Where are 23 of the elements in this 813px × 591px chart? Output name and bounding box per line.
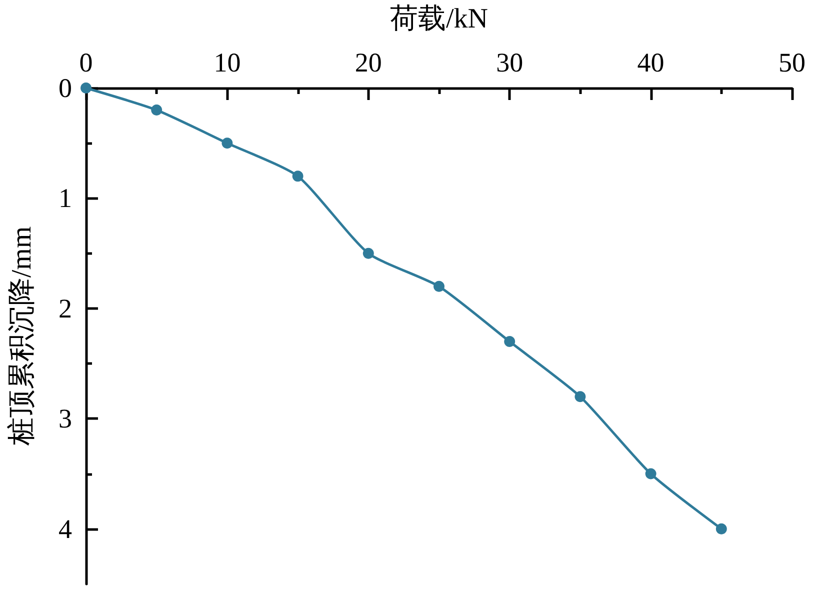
point — [574, 391, 586, 402]
x-tick-label: 30 — [496, 48, 524, 78]
x-axis-title: 荷载/kN — [390, 4, 488, 34]
point — [645, 468, 656, 480]
point — [80, 82, 92, 94]
x-tick-label: 50 — [778, 48, 806, 78]
y-tick-label: 3 — [58, 404, 72, 434]
x-tick-label: 40 — [637, 48, 664, 78]
point — [151, 104, 162, 116]
point — [362, 248, 374, 259]
y-tick-label: 0 — [58, 73, 72, 103]
x-tick-label: 10 — [214, 48, 241, 78]
point — [434, 280, 444, 292]
x-tick-label: 20 — [354, 48, 382, 78]
y-tick-label: 2 — [58, 293, 72, 324]
y-axis-title: 桩顶累积沉降/mm — [6, 226, 38, 447]
x-tick-label: 0 — [79, 48, 93, 78]
point — [292, 170, 304, 182]
point — [222, 138, 233, 149]
point — [504, 336, 516, 348]
y-tick-label: 4 — [58, 514, 72, 544]
point — [716, 523, 727, 534]
y-tick-label: 1 — [58, 183, 72, 214]
